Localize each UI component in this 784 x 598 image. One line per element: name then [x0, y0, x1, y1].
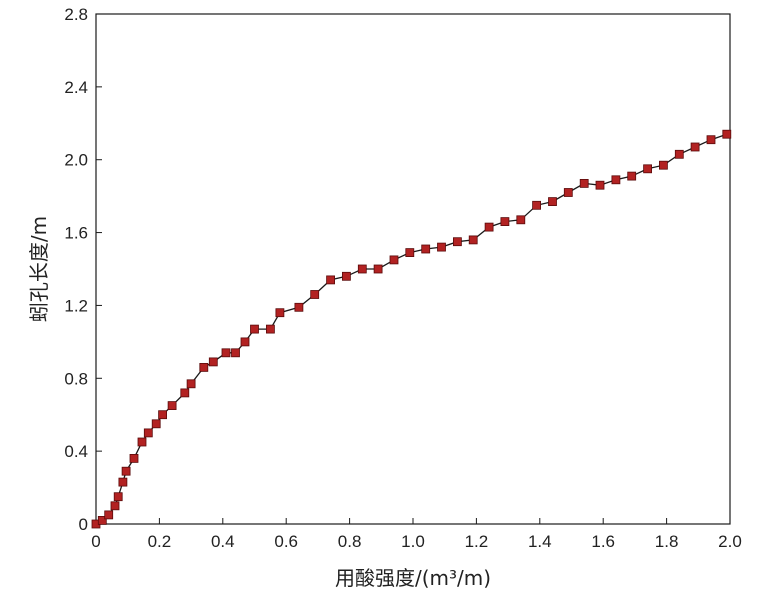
data-point-marker — [110, 501, 120, 511]
y-tick-label: 2.4 — [64, 78, 88, 97]
data-point-marker — [563, 188, 573, 197]
data-point-marker — [250, 324, 259, 334]
data-point-marker — [500, 217, 510, 227]
data-point-marker — [294, 302, 304, 312]
x-tick-label: 1.4 — [528, 532, 552, 551]
data-point-marker — [158, 410, 168, 420]
y-tick-label: 1.6 — [64, 224, 88, 243]
data-point-marker — [706, 135, 716, 145]
data-point-marker — [275, 308, 285, 318]
data-point-marker — [452, 237, 462, 247]
data-point-marker — [121, 466, 131, 476]
x-tick-label: 0 — [91, 532, 100, 551]
data-point-marker — [118, 477, 128, 487]
data-point-marker — [516, 215, 526, 225]
data-point-marker — [690, 142, 700, 152]
data-point-marker — [659, 160, 668, 170]
data-point-marker — [113, 492, 123, 502]
x-tick-label: 0.8 — [338, 532, 362, 551]
data-point-marker — [231, 348, 240, 358]
x-tick-label: 1.6 — [591, 532, 615, 551]
x-tick-label: 1.8 — [655, 532, 679, 551]
data-point-marker — [389, 255, 399, 265]
y-axis-label: 蚓孔长度/m — [27, 216, 51, 322]
data-point-marker — [151, 419, 161, 429]
data-point-marker — [265, 324, 275, 334]
data-point-marker — [180, 388, 190, 398]
x-axis-ticks: 0 0.2 0.4 0.6 0.8 1.0 1.2 1.4 1.6 1.8 2.0 — [91, 518, 742, 551]
data-point-marker — [129, 453, 139, 463]
data-point-marker — [186, 379, 196, 389]
data-point-marker — [722, 129, 732, 139]
data-point-marker — [326, 275, 336, 285]
data-point-marker — [674, 149, 684, 159]
data-point-marker — [595, 180, 605, 190]
y-tick-label: 1.2 — [64, 296, 88, 315]
data-point-marker — [221, 348, 231, 358]
x-tick-label: 1.2 — [465, 532, 489, 551]
x-tick-label: 2.0 — [718, 532, 742, 551]
y-axis-ticks: 0 0.4 0.8 1.2 1.6 2.0 2.4 2.8 — [64, 5, 102, 534]
y-tick-label: 0 — [79, 515, 88, 534]
data-point-marker — [357, 264, 367, 274]
data-point-marker — [643, 164, 652, 174]
data-point-marker — [405, 248, 415, 258]
data-point-marker — [104, 510, 114, 520]
data-point-marker — [137, 437, 147, 447]
data-point-marker — [421, 244, 431, 254]
data-point-marker — [373, 264, 383, 274]
data-point-marker — [468, 235, 478, 245]
x-axis-label: 用酸强度/(m³/m) — [335, 566, 491, 590]
data-point-marker — [208, 357, 218, 367]
y-tick-label: 2.8 — [64, 5, 88, 24]
data-point-marker — [240, 337, 250, 347]
data-point-marker — [310, 290, 320, 299]
x-tick-label: 1.0 — [401, 532, 425, 551]
x-tick-label: 0.4 — [211, 532, 235, 551]
data-point-marker — [611, 175, 621, 185]
data-point-marker — [532, 200, 541, 210]
data-point-marker — [437, 242, 446, 252]
data-point-marker — [199, 362, 209, 372]
data-point-marker — [97, 516, 107, 525]
data-point-marker — [484, 222, 494, 232]
y-tick-label: 2.0 — [64, 151, 88, 170]
series-layer — [91, 129, 732, 529]
y-tick-label: 0.8 — [64, 369, 88, 388]
x-tick-label: 0.2 — [148, 532, 172, 551]
data-point-marker — [579, 178, 589, 188]
data-point-marker — [627, 171, 637, 181]
data-point-marker — [167, 401, 177, 411]
data-point-marker — [143, 428, 153, 438]
x-tick-label: 0.6 — [274, 532, 298, 551]
data-point-marker — [341, 271, 351, 281]
data-point-marker — [548, 197, 557, 207]
y-tick-label: 0.4 — [64, 442, 88, 461]
plot-area — [95, 13, 731, 525]
